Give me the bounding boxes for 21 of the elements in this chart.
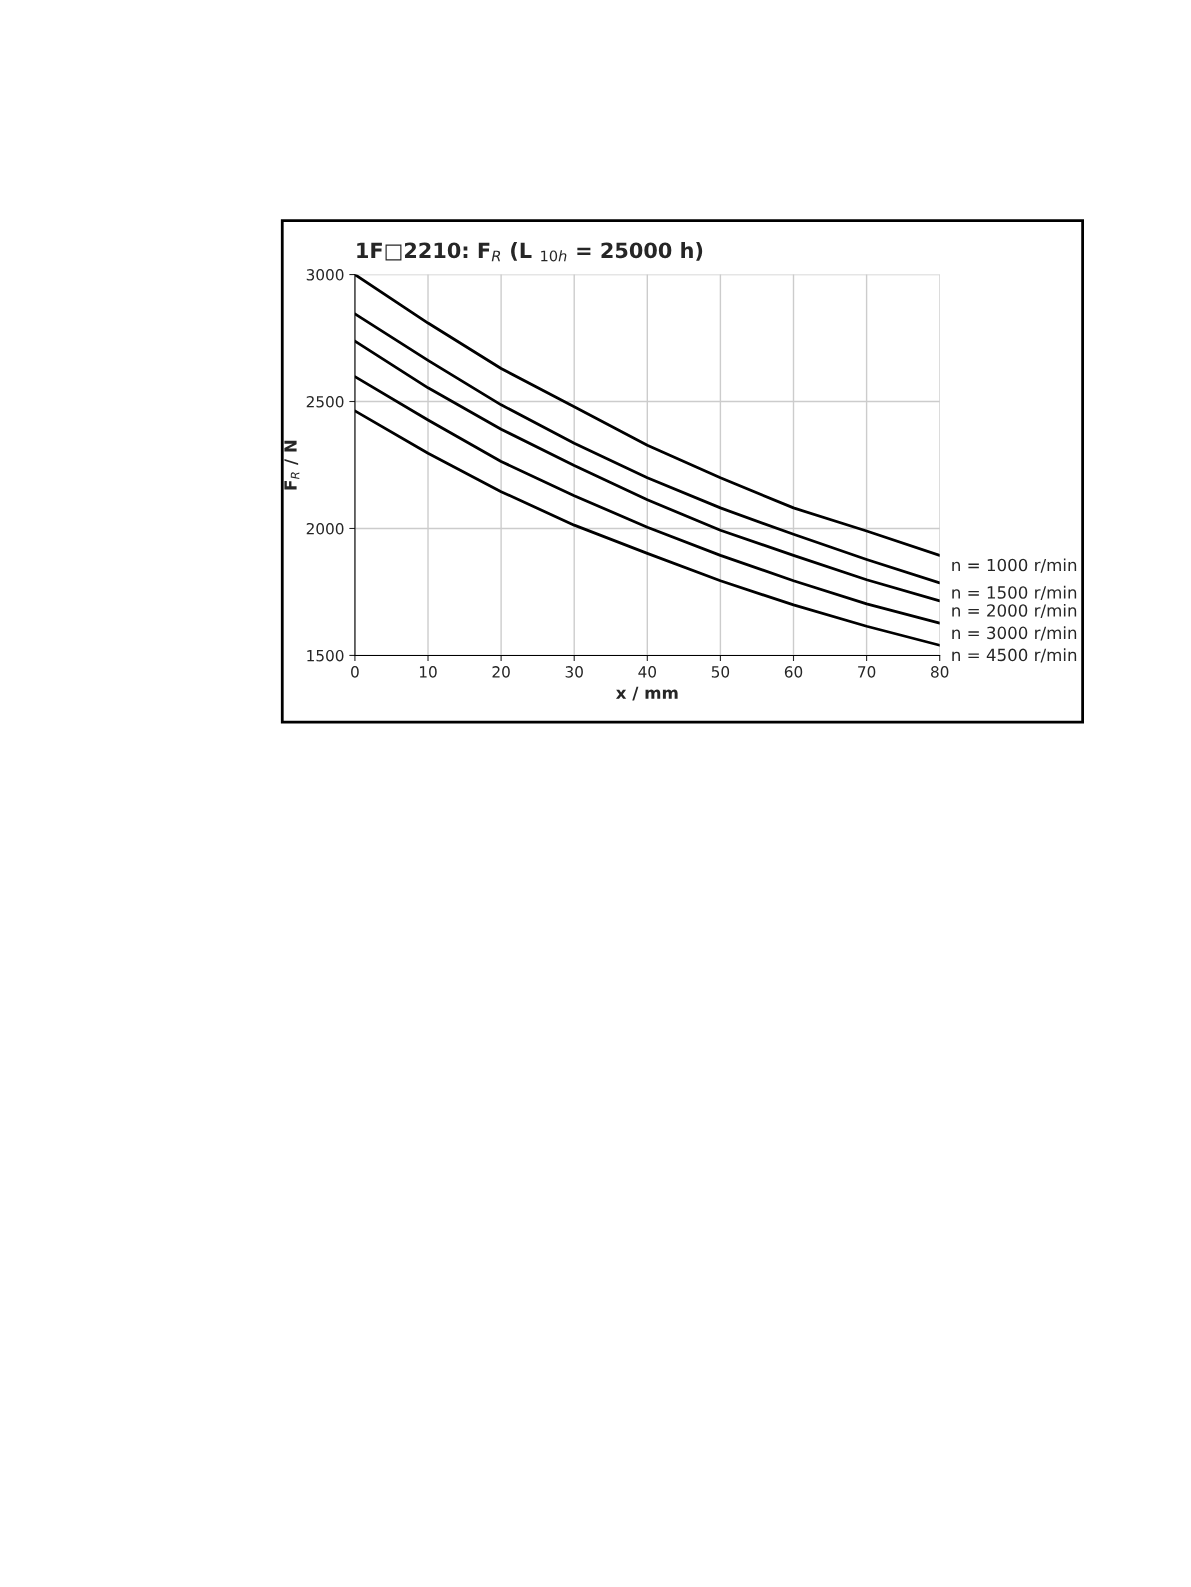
y-tick-label: 3000	[306, 269, 344, 281]
series-label: n = 2000 r/min	[952, 603, 1077, 619]
y-tick-label: 2000	[306, 522, 344, 535]
x-tick-label: 60	[784, 666, 803, 678]
x-tick-label: 30	[565, 666, 583, 678]
series-label: n = 1500 r/min	[952, 585, 1077, 601]
series-label: n = 1000 r/min	[952, 558, 1077, 573]
y-tick-label: 1500	[307, 649, 344, 662]
x-axis-title: x / mm	[615, 686, 678, 701]
series-label: n = 4500 r/min	[952, 648, 1077, 663]
y-axis-title: F$_{R}$ / N	[284, 440, 300, 490]
x-tick-label: 40	[638, 666, 657, 678]
series-label: n = 3000 r/min	[952, 626, 1077, 641]
x-tick-label: 20	[492, 666, 510, 678]
y-tick-label: 2500	[306, 395, 344, 408]
x-tick-label: 0	[351, 666, 359, 678]
x-tick-label: 50	[711, 666, 730, 678]
x-tick-label: 10	[419, 666, 437, 678]
chart-title: 1F□2210: F$_{R}$ (L $_{10h}$ = 25000 h)	[357, 242, 703, 262]
x-tick-label: 70	[858, 666, 876, 678]
x-tick-label: 80	[931, 666, 949, 678]
